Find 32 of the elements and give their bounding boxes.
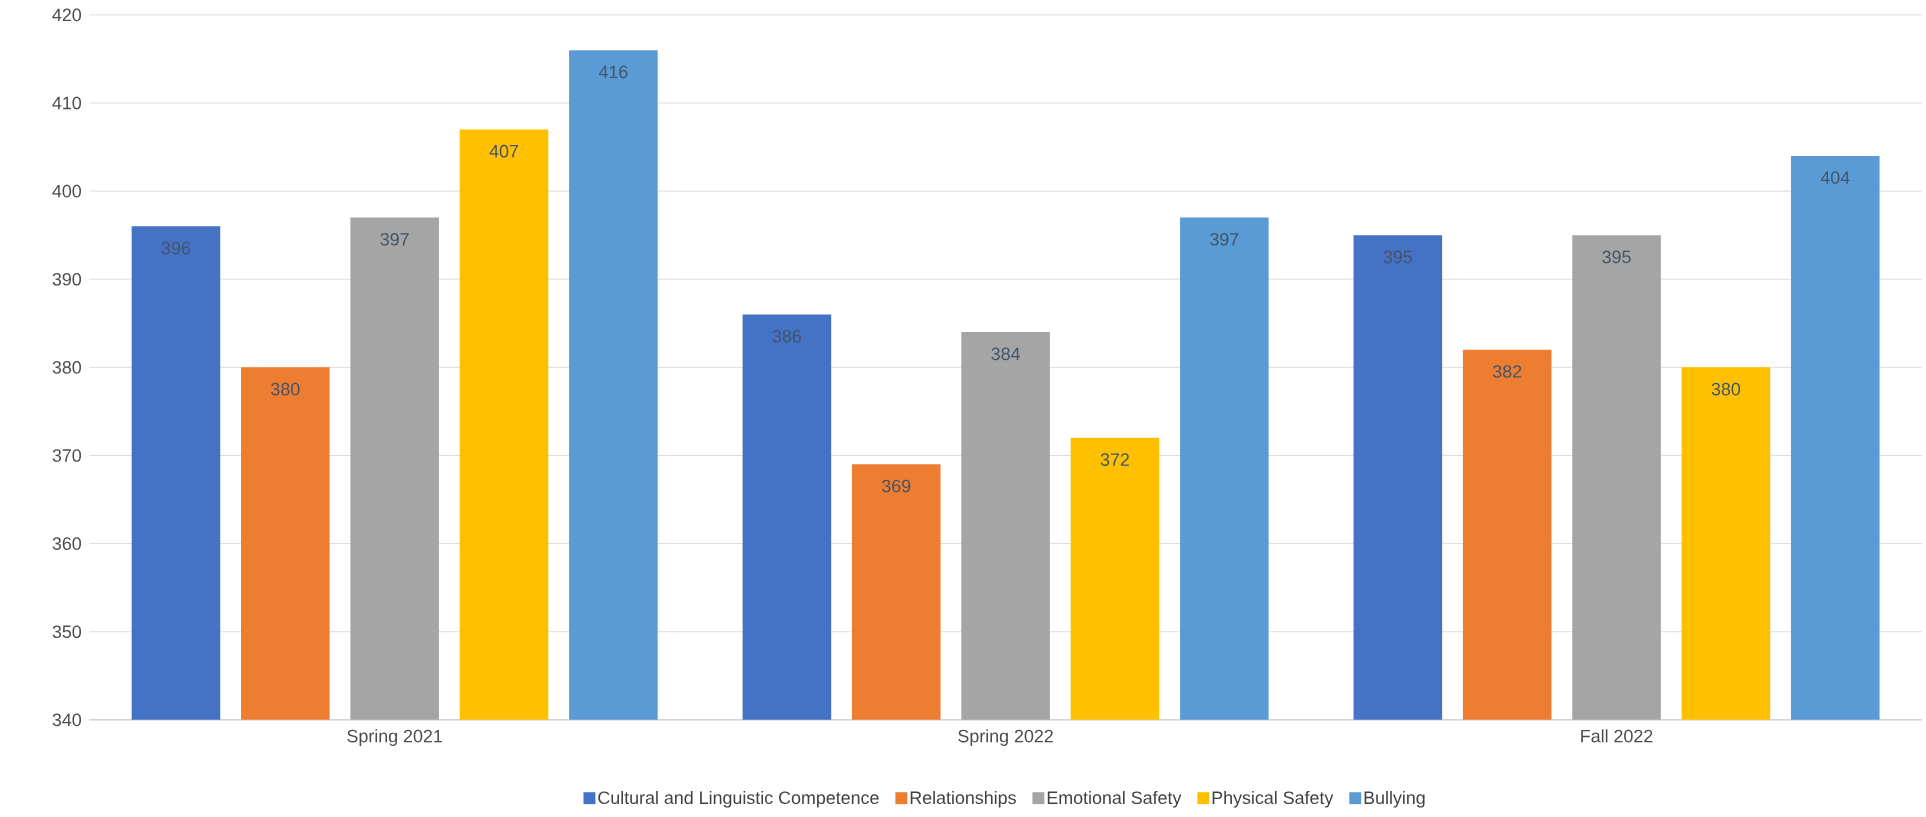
y-tick-label: 370: [52, 449, 82, 462]
data-label: 372: [1100, 453, 1129, 466]
data-label: 380: [1711, 382, 1741, 396]
data-label: 382: [1492, 365, 1522, 378]
data-label: 369: [882, 479, 911, 493]
data-label: 386: [772, 329, 802, 343]
x-tick-label: Fall 2022: [1581, 729, 1653, 743]
x-tick-label: Spring 2021: [347, 729, 442, 746]
y-tick-label: 360: [52, 537, 82, 550]
legend-label: Physical Safety: [1212, 790, 1334, 808]
y-tick-label: 420: [52, 8, 82, 22]
data-label: 384: [991, 347, 1020, 361]
legend-label: Cultural and Linguistic Competence: [598, 790, 879, 808]
data-label: 397: [380, 232, 409, 246]
data-label: 407: [489, 144, 519, 158]
y-tick-label: 410: [52, 96, 82, 110]
data-label: 395: [1383, 250, 1412, 264]
y-tick-label: 350: [52, 625, 82, 638]
y-tick-label: 390: [52, 272, 82, 286]
x-tick-label: Spring 2022: [958, 729, 1053, 746]
legend-label: Relationships: [910, 790, 1016, 808]
y-tick-label: 380: [52, 360, 82, 374]
data-label: 416: [598, 65, 628, 79]
y-tick-label: 400: [52, 184, 82, 198]
data-label: 404: [1820, 171, 1850, 184]
data-label: 395: [1602, 250, 1631, 264]
legend-label: Bullying: [1364, 790, 1425, 808]
data-label: 397: [1210, 232, 1239, 246]
data-label: 380: [271, 382, 300, 396]
legend-label: Emotional Safety: [1047, 790, 1182, 808]
y-tick-label: 340: [52, 713, 82, 727]
data-label: 396: [161, 241, 191, 255]
